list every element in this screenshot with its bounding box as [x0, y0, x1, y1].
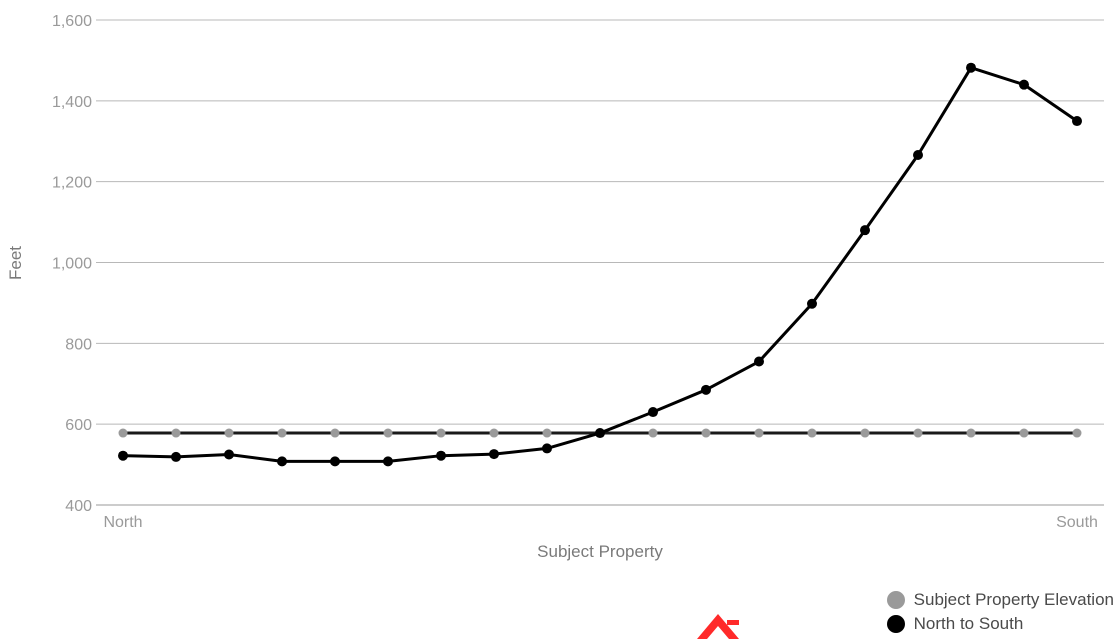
data-point[interactable] [1019, 428, 1029, 438]
x-axis-title: Subject Property [537, 542, 663, 561]
data-point[interactable] [383, 456, 393, 467]
data-point[interactable] [648, 407, 658, 418]
data-point[interactable] [807, 428, 817, 438]
y-tick-label: 1,400 [52, 94, 92, 111]
legend: Subject Property Elevation North to Sout… [886, 588, 1114, 636]
data-point[interactable] [1019, 79, 1029, 90]
data-point[interactable] [436, 428, 446, 438]
y-axis-ticks: 400 600 800 1,000 1,200 1,400 1,600 [52, 13, 92, 515]
data-point[interactable] [489, 428, 499, 438]
data-point[interactable] [860, 225, 870, 236]
series-1 [118, 62, 1082, 467]
data-point[interactable] [648, 428, 658, 438]
data-point[interactable] [224, 449, 234, 460]
legend-swatch-north-to-south [886, 615, 905, 633]
gridlines [96, 19, 1104, 506]
data-point[interactable] [966, 428, 976, 438]
data-point[interactable] [118, 450, 128, 461]
y-tick-label: 800 [65, 336, 92, 353]
series-layer [118, 62, 1082, 467]
data-point[interactable] [754, 356, 764, 367]
data-point[interactable] [171, 451, 181, 462]
data-point[interactable] [171, 428, 181, 438]
legend-item-elevation[interactable]: Subject Property Elevation [886, 588, 1114, 612]
data-point[interactable] [966, 62, 976, 73]
x-tick-first: North [103, 514, 142, 531]
data-point[interactable] [489, 449, 499, 460]
data-point[interactable] [860, 428, 870, 438]
data-point[interactable] [118, 428, 128, 438]
data-point[interactable] [330, 456, 340, 467]
data-point[interactable] [913, 149, 923, 160]
data-point[interactable] [701, 384, 711, 395]
data-point[interactable] [1072, 428, 1082, 438]
data-point[interactable] [807, 298, 817, 309]
data-point[interactable] [224, 428, 234, 438]
data-point[interactable] [595, 428, 605, 439]
data-point[interactable] [701, 428, 711, 438]
data-point[interactable] [330, 428, 340, 438]
data-point[interactable] [542, 443, 552, 454]
y-tick-label: 1,200 [52, 175, 92, 192]
series-line [122, 66, 1078, 463]
legend-swatch-elevation [886, 591, 905, 609]
y-tick-label: 400 [65, 498, 92, 515]
x-tick-last: South [1056, 514, 1098, 531]
logo-mark [697, 614, 739, 639]
legend-label-elevation: Subject Property Elevation [913, 590, 1114, 609]
legend-label-north-to-south: North to South [913, 614, 1024, 633]
y-axis-title: Feet [6, 246, 25, 280]
data-point[interactable] [913, 428, 923, 438]
data-point[interactable] [754, 428, 764, 438]
data-point[interactable] [277, 456, 287, 467]
y-tick-label: 1,000 [52, 256, 92, 273]
y-tick-label: 1,600 [52, 13, 92, 30]
data-point[interactable] [542, 428, 552, 438]
data-point[interactable] [383, 428, 393, 438]
data-point[interactable] [277, 428, 287, 438]
data-point[interactable] [1072, 116, 1082, 127]
data-point[interactable] [436, 450, 446, 461]
legend-item-north-to-south[interactable]: North to South [886, 612, 1114, 636]
y-tick-label: 600 [65, 417, 92, 434]
